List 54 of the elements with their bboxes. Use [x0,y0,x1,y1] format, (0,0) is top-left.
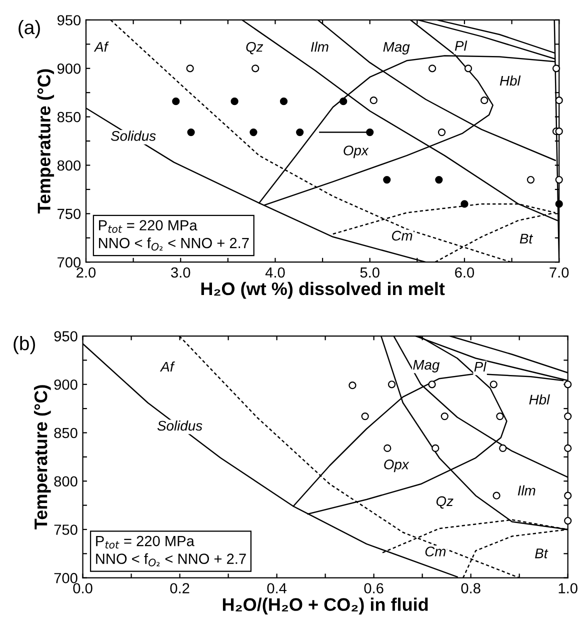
y-tick-label: 900 [54,379,78,390]
annotation: Bt [535,548,548,558]
x-tick-label: 1.0 [558,583,578,594]
x-tick-label: 0.6 [364,583,384,594]
annotation: Cm [425,546,446,556]
annotation: Af [160,361,175,372]
y-axis-title: Temperature (°C) [37,69,54,214]
x-tick-label: 7.0 [550,267,569,278]
y-tick-label: 950 [57,15,81,26]
y-tick-label: 750 [58,208,81,220]
x-tick-label: 0.8 [461,583,480,594]
annotation: Opx [344,146,369,158]
chart-title: (a) [18,20,40,38]
y-tick-label: 700 [58,257,81,268]
y-tick-label: 750 [54,524,78,535]
x-tick-label: 0.4 [267,583,287,594]
annotation: NNO < f$_{O₂}$ < NNO + 2.7 [96,553,246,566]
annotation: Pl [474,361,487,372]
annotation: Pl [454,40,468,51]
y-tick-label: 850 [54,428,78,438]
x-axis-title: H₂O (wt %) dissolved in melt [201,282,445,299]
x-tick-label: 2.0 [76,267,96,278]
x-tick-label: 6.0 [455,267,474,278]
annotation: Opx [384,460,410,472]
annotation: Solidus [110,130,156,141]
y-tick-label: 800 [57,160,81,171]
annotation: Hbl [500,75,521,86]
annotation: Mag [383,42,410,55]
annotation: NNO < f$_{O₂}$ < NNO + 2.7 [99,238,249,251]
annotation: Ilm [518,485,536,496]
annotation: Solidus [157,420,202,431]
annotation: Ilm [311,42,328,52]
y-tick-label: 800 [54,476,78,487]
x-tick-label: 4.0 [265,267,285,278]
y-tick-label: 950 [54,331,78,342]
annotation: P$_{tot}$ = 220 MPa [96,536,194,549]
chart-title: (b) [14,336,36,354]
annotation: Hbl [529,394,550,405]
x-tick-label: 0.0 [73,583,92,594]
y-tick-label: 700 [54,572,78,584]
y-tick-label: 900 [57,63,81,74]
x-tick-label: 3.0 [171,267,190,278]
annotation: P$_{tot}$ = 220 MPa [99,220,198,233]
annotation: Qz [246,42,264,54]
x-tick-label: 5.0 [360,267,380,278]
annotation: Af [94,42,109,52]
annotation: Cm [392,230,412,241]
annotation: Qz [436,496,454,509]
x-axis-title: H₂O/(H₂O + CO₂) in fluid [222,598,428,614]
annotation: Bt [520,234,534,244]
x-tick-label: 0.2 [170,583,190,594]
annotation: Mag [413,360,440,372]
y-axis-title: Temperature (°C) [34,385,51,530]
y-tick-label: 850 [57,112,81,122]
